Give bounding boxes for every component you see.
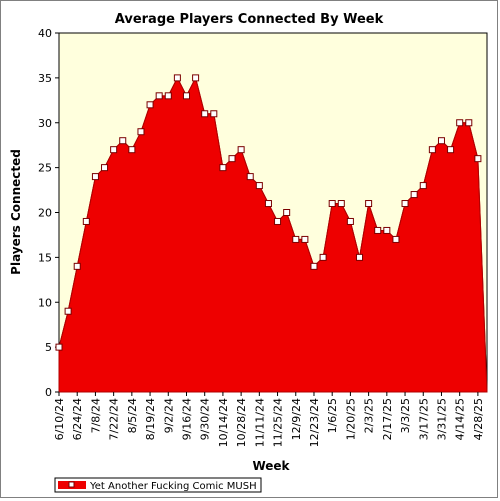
x-tick-label: 8/5/24 <box>126 398 139 433</box>
data-point <box>164 92 172 100</box>
data-point <box>255 182 263 190</box>
y-tick-label: 20 <box>38 207 52 220</box>
y-tick-label: 10 <box>38 296 52 309</box>
data-point <box>292 235 300 243</box>
x-tick-label: 7/8/24 <box>89 398 102 433</box>
data-point <box>210 110 218 118</box>
data-point <box>328 200 336 208</box>
data-point <box>346 217 354 225</box>
x-tick-label: 12/23/24 <box>308 398 321 447</box>
data-point <box>456 119 464 127</box>
x-tick-label: 12/9/24 <box>290 398 303 440</box>
y-axis-title: Players Connected <box>9 149 23 275</box>
data-point <box>437 137 445 145</box>
data-point <box>365 200 373 208</box>
x-tick-label: 6/10/24 <box>53 398 66 440</box>
legend-label: Yet Another Fucking Comic MUSH <box>89 481 257 492</box>
legend-box <box>54 477 262 493</box>
chart-title: Average Players Connected By Week <box>115 12 384 27</box>
x-tick-label: 2/17/25 <box>381 398 394 440</box>
y-tick-label: 40 <box>38 27 52 40</box>
data-point <box>283 209 291 216</box>
x-tick-label: 4/28/25 <box>472 398 485 440</box>
x-tick-label: 9/30/24 <box>199 398 212 440</box>
data-point <box>73 262 81 270</box>
x-tick-label: 3/17/25 <box>417 398 430 440</box>
x-tick-label: 1/6/25 <box>326 398 339 433</box>
x-tick-label: 3/3/25 <box>399 398 412 433</box>
data-point <box>356 253 364 261</box>
data-point <box>82 217 90 225</box>
data-point <box>137 128 145 136</box>
data-point <box>474 155 482 163</box>
data-point <box>146 101 154 109</box>
data-point <box>219 164 227 172</box>
data-point <box>310 262 318 270</box>
data-point <box>192 74 200 82</box>
data-point <box>55 343 63 351</box>
data-point <box>119 137 127 145</box>
x-tick-label: 1/20/25 <box>344 398 357 440</box>
legend: Yet Another Fucking Comic MUSH <box>54 477 262 493</box>
data-point <box>264 200 272 208</box>
data-point <box>301 235 309 243</box>
data-point <box>465 119 473 127</box>
x-tick-label: 4/14/25 <box>454 398 467 440</box>
legend-marker <box>68 481 75 488</box>
x-axis: 6/10/24 6/24/24 7/8/24 7/22/24 8/5/24 8/19/24… <box>53 392 485 447</box>
data-point <box>447 146 455 154</box>
data-point <box>228 155 236 163</box>
y-tick-label: 15 <box>38 251 52 264</box>
data-point <box>419 182 427 190</box>
y-tick-label: 35 <box>38 72 52 85</box>
data-points <box>55 74 482 351</box>
x-tick-label: 10/28/24 <box>235 398 248 447</box>
x-tick-label: 8/19/24 <box>144 398 157 440</box>
data-point <box>410 191 418 199</box>
y-tick-label: 25 <box>38 162 52 175</box>
y-tick-label: 5 <box>45 341 52 354</box>
y-axis: 0 5 10 15 20 25 30 35 40 <box>38 27 59 399</box>
data-point <box>91 173 99 181</box>
data-point <box>392 235 400 243</box>
x-tick-label: 10/14/24 <box>217 398 230 447</box>
x-tick-label: 9/16/24 <box>180 398 193 440</box>
data-point <box>64 307 72 315</box>
data-point <box>428 146 436 154</box>
y-tick-label: 30 <box>38 117 52 130</box>
data-point <box>110 146 118 154</box>
data-point <box>128 146 136 154</box>
data-point <box>201 110 209 118</box>
x-axis-title: Week <box>252 459 290 473</box>
x-tick-label: 9/2/24 <box>162 398 175 433</box>
data-point <box>182 92 190 100</box>
data-point <box>374 226 382 234</box>
data-point <box>401 200 409 208</box>
x-tick-label: 11/11/24 <box>253 398 266 447</box>
data-point <box>337 200 345 208</box>
data-point <box>383 226 391 234</box>
x-tick-label: 11/25/24 <box>272 398 285 447</box>
data-point <box>173 74 181 82</box>
x-tick-label: 7/22/24 <box>108 398 121 440</box>
data-point <box>274 217 282 225</box>
x-tick-label: 2/3/25 <box>363 398 376 433</box>
data-point <box>319 253 327 261</box>
y-tick-label: 0 <box>45 386 52 399</box>
data-point <box>101 164 109 172</box>
data-point <box>237 146 245 154</box>
x-tick-label: 6/24/24 <box>71 398 84 440</box>
data-point <box>246 173 254 181</box>
data-point <box>155 92 163 100</box>
x-tick-label: 3/31/25 <box>435 398 448 440</box>
